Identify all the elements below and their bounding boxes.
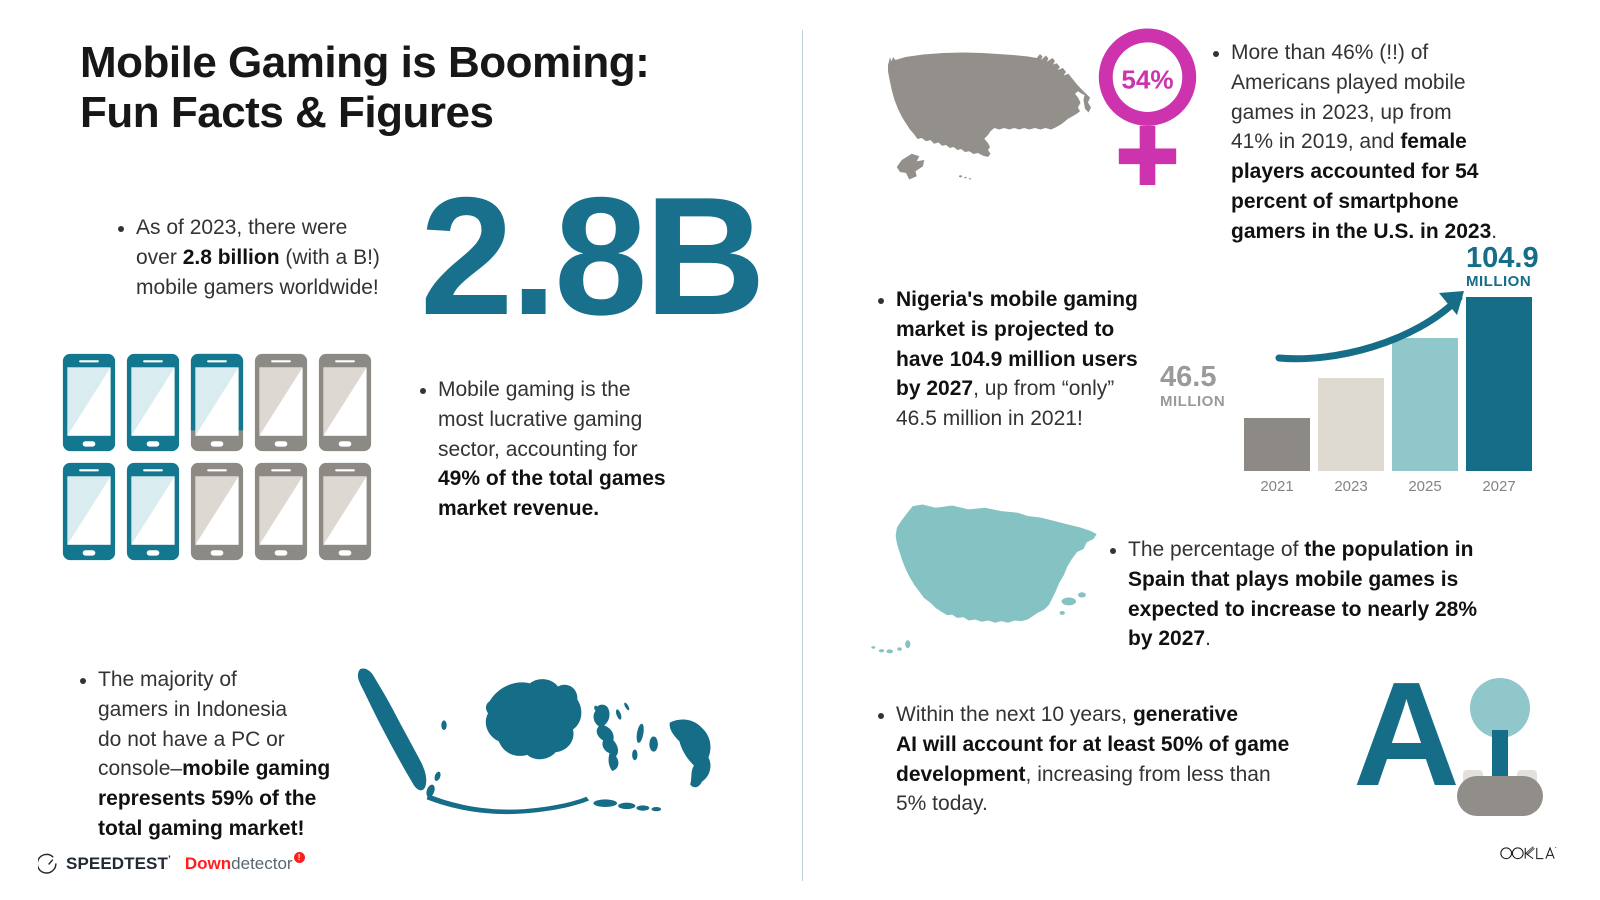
svg-text:54%: 54% (1121, 64, 1173, 94)
